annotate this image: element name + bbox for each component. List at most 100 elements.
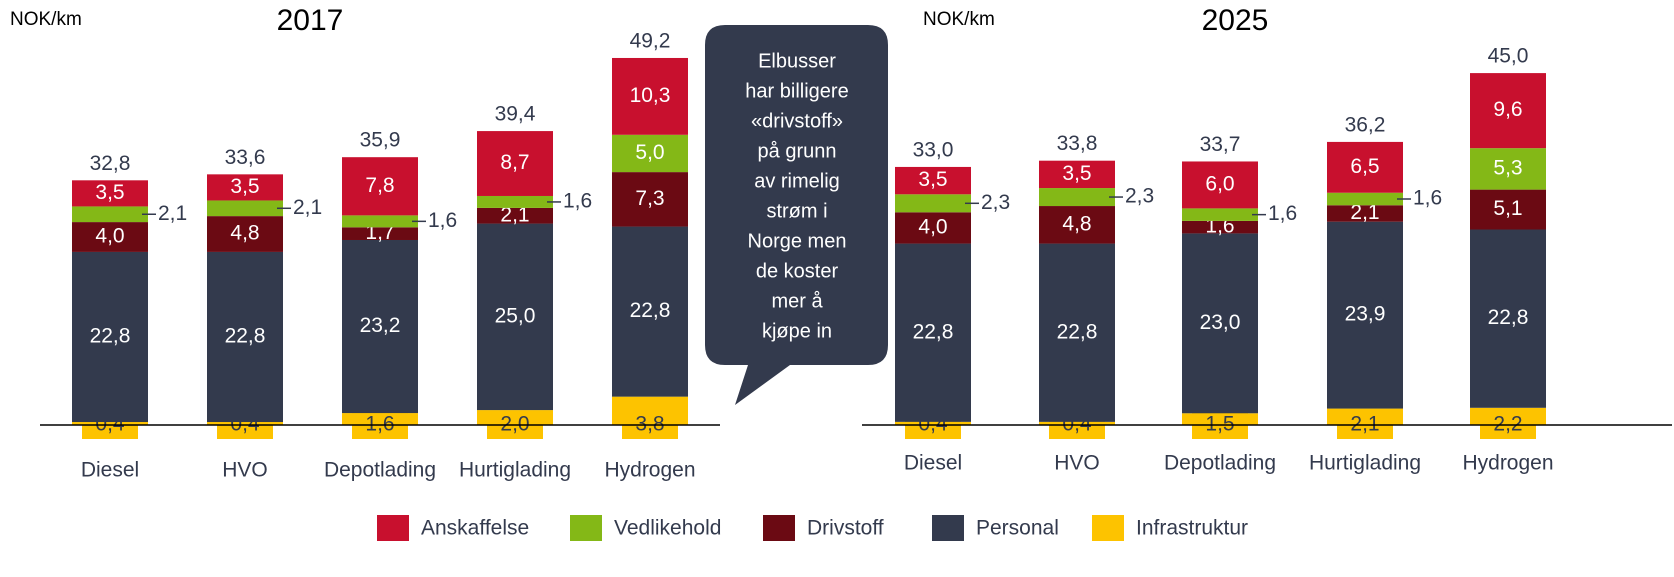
value-label: 1,5 xyxy=(1205,413,1234,436)
value-label: 22,8 xyxy=(630,299,671,322)
value-label: 1,6 xyxy=(1413,187,1442,210)
value-label: 2,2 xyxy=(1493,413,1522,436)
bar-segment xyxy=(1327,221,1403,409)
bar-segment xyxy=(342,227,418,240)
value-label: 2,0 xyxy=(500,413,529,436)
total-label: 33,7 xyxy=(1200,133,1241,156)
value-label: 22,8 xyxy=(90,325,131,348)
bar-segment xyxy=(612,172,688,227)
callout-text: av rimelig xyxy=(754,170,840,192)
value-label: 2,1 xyxy=(158,202,187,225)
bar-segment xyxy=(612,226,688,397)
total-label: 49,2 xyxy=(630,30,671,53)
callout-text: mer å xyxy=(771,290,823,312)
value-label: 22,8 xyxy=(225,325,266,348)
value-label: 7,8 xyxy=(365,174,394,197)
bar-segment xyxy=(1327,192,1403,206)
bar-segment xyxy=(207,216,283,252)
value-label: 2,1 xyxy=(293,196,322,219)
callout-text: «drivstoff» xyxy=(751,110,843,132)
bar-segment xyxy=(612,134,688,173)
value-label: 22,8 xyxy=(913,320,954,343)
total-label: 39,4 xyxy=(495,103,536,126)
total-label: 33,6 xyxy=(225,146,266,169)
value-label: 1,6 xyxy=(563,189,592,212)
total-label: 33,8 xyxy=(1057,132,1098,155)
legend-label: Personal xyxy=(976,517,1059,540)
bar-segment xyxy=(1327,205,1403,222)
x-tick-label: Diesel xyxy=(81,459,139,482)
value-label: 9,6 xyxy=(1493,98,1522,121)
value-label: 3,5 xyxy=(918,168,947,191)
bar-segment xyxy=(72,251,148,423)
bar-segment xyxy=(207,200,283,217)
value-label: 2,1 xyxy=(1350,201,1379,224)
bar-segment xyxy=(1182,220,1258,234)
value-label: 2,1 xyxy=(1350,413,1379,436)
value-label: 5,1 xyxy=(1493,197,1522,220)
value-label: 23,9 xyxy=(1345,303,1386,326)
value-label: 4,0 xyxy=(918,215,947,238)
bar-segment xyxy=(1182,161,1258,209)
callout-text: Norge men xyxy=(748,230,847,252)
value-label: 3,8 xyxy=(635,413,664,436)
bar-segment xyxy=(342,239,418,414)
bar-segment xyxy=(1182,233,1258,414)
total-label: 36,2 xyxy=(1345,113,1386,136)
legend-label: Infrastruktur xyxy=(1136,517,1248,540)
legend-swatch xyxy=(377,515,409,541)
bar-segment xyxy=(342,215,418,228)
value-label: 23,2 xyxy=(360,314,401,337)
value-label: 1,6 xyxy=(365,413,394,436)
value-label: 4,8 xyxy=(1062,212,1091,235)
value-label: 22,8 xyxy=(1057,320,1098,343)
unit-label: NOK/km xyxy=(10,9,82,30)
value-label: 4,0 xyxy=(95,225,124,248)
legend-label: Vedlikehold xyxy=(614,517,721,540)
bar-segment xyxy=(612,57,688,135)
callout-bubble xyxy=(705,25,888,405)
bar-segment xyxy=(895,194,971,213)
total-label: 45,0 xyxy=(1488,45,1529,68)
value-label: 25,0 xyxy=(495,304,536,327)
value-label: 3,5 xyxy=(95,181,124,204)
callout-text: Elbusser xyxy=(758,50,836,72)
value-label: 3,5 xyxy=(1062,162,1091,185)
value-label: 10,3 xyxy=(630,84,671,107)
value-label: 1,6 xyxy=(1268,202,1297,225)
bar-segment xyxy=(895,212,971,244)
bar-segment xyxy=(1470,148,1546,190)
bar-segment xyxy=(72,222,148,252)
x-tick-label: Hydrogen xyxy=(1462,452,1553,475)
bar-segment xyxy=(1039,188,1115,207)
bar-segment xyxy=(72,180,148,207)
legend-swatch xyxy=(570,515,602,541)
value-label: 1,6 xyxy=(428,209,457,232)
chart-title: 2017 xyxy=(277,4,344,37)
bar-segment xyxy=(477,223,553,411)
unit-label: NOK/km xyxy=(923,9,995,30)
legend-swatch xyxy=(932,515,964,541)
value-label: 3,5 xyxy=(230,175,259,198)
total-label: 32,8 xyxy=(90,152,131,175)
bar-segment xyxy=(1039,243,1115,422)
value-label: 2,3 xyxy=(1125,185,1154,208)
bar-segment xyxy=(1470,73,1546,149)
value-label: 6,5 xyxy=(1350,155,1379,178)
value-label: 2,3 xyxy=(981,191,1010,214)
bar-segment xyxy=(895,166,971,195)
x-tick-label: Hydrogen xyxy=(604,459,695,482)
value-label: 23,0 xyxy=(1200,311,1241,334)
bar-segment xyxy=(207,251,283,423)
value-label: 22,8 xyxy=(1488,306,1529,329)
chart-title: 2025 xyxy=(1202,4,1269,37)
callout-text: strøm i xyxy=(766,200,827,222)
value-label: 7,3 xyxy=(635,187,664,210)
x-tick-label: Depotlading xyxy=(1164,452,1276,475)
legend-swatch xyxy=(763,515,795,541)
bar-segment xyxy=(1327,141,1403,193)
bar-segment xyxy=(1182,208,1258,221)
bar-segment xyxy=(1039,160,1115,189)
x-tick-label: HVO xyxy=(222,459,268,482)
